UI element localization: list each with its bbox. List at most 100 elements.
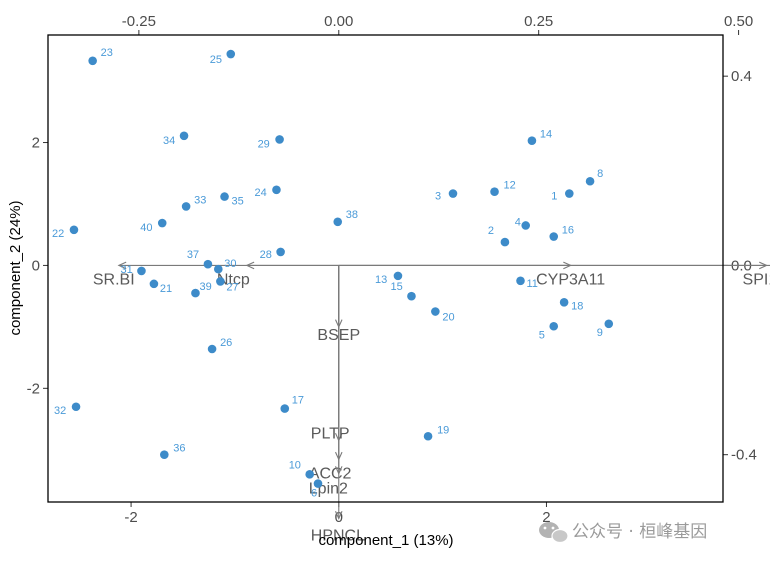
- axis-layer: -202-202-0.50-0.250.000.250.500.40.0-0.4: [27, 13, 757, 526]
- sample-point: [565, 189, 574, 198]
- sample-point: [585, 176, 595, 186]
- sample-label: 29: [258, 138, 270, 150]
- sample-point: [313, 479, 323, 488]
- sample-label: 2: [488, 225, 494, 237]
- loading-vector: PMDCI: [338, 264, 770, 266]
- sample-point: [393, 271, 403, 281]
- sample-point: [333, 217, 343, 227]
- sample-label: 28: [260, 249, 272, 261]
- vector-arrowhead: [335, 511, 343, 520]
- sample-label: 8: [597, 168, 603, 180]
- sample-point: [490, 187, 499, 196]
- sample-point: [149, 279, 159, 289]
- sample-point: [500, 237, 510, 247]
- sample-label: 27: [226, 281, 238, 293]
- sample-label: 36: [173, 443, 185, 455]
- sample-point: [275, 135, 284, 144]
- sample-label: 32: [54, 405, 66, 417]
- vector-arrowhead: [117, 261, 127, 270]
- sample-points: [69, 49, 614, 488]
- x-tick-label: 2: [542, 509, 550, 526]
- sample-label: 20: [442, 312, 454, 324]
- sample-point: [549, 321, 559, 331]
- vector-label: PLTP: [311, 425, 350, 442]
- sample-label: 38: [346, 209, 358, 221]
- y-tick-label: 0: [32, 257, 40, 274]
- sample-label: 26: [220, 337, 232, 349]
- sample-label: 17: [292, 395, 304, 407]
- sample-label: 35: [232, 196, 244, 208]
- sample-point: [160, 450, 169, 459]
- sample-label: 14: [540, 129, 552, 141]
- sample-point: [448, 189, 458, 198]
- sample-label: 21: [160, 283, 172, 295]
- sample-label: 30: [224, 258, 236, 270]
- sample-label: 23: [101, 47, 113, 59]
- sample-point: [516, 276, 525, 286]
- sample-label: 18: [571, 300, 583, 312]
- watermark: 公众号 · 桓峰基因: [539, 522, 707, 544]
- sample-label: 10: [289, 459, 301, 471]
- loading-vector: Ntcp: [217, 261, 339, 288]
- x-axis-title: component_1 (13%): [318, 532, 453, 549]
- sample-point: [527, 136, 537, 145]
- sample-label: 24: [254, 187, 266, 199]
- sample-point: [423, 431, 433, 441]
- sample-point: [207, 344, 217, 354]
- right-tick-label: -0.4: [731, 447, 757, 464]
- sample-point: [407, 291, 416, 301]
- sample-label: 9: [597, 327, 603, 339]
- top-tick-label: 0.25: [524, 13, 553, 30]
- sample-point: [280, 404, 290, 413]
- sample-label: 5: [539, 329, 545, 341]
- sample-label: 33: [194, 194, 206, 206]
- vector-label: Ntcp: [217, 271, 250, 288]
- sample-point: [157, 218, 167, 228]
- sample-label: 6: [311, 488, 317, 500]
- vector-label: HPNCL: [311, 528, 365, 545]
- sample-point: [137, 266, 146, 276]
- sample-label: 15: [390, 281, 402, 293]
- sample-point: [88, 56, 97, 66]
- sample-label: 1: [551, 191, 557, 203]
- y-tick-label: -2: [27, 380, 40, 397]
- sample-point: [216, 277, 225, 286]
- sample-label: 3: [435, 191, 441, 203]
- vector-arrowhead: [245, 261, 255, 270]
- vector-label: SR.BI: [93, 271, 135, 288]
- sample-point: [191, 288, 200, 298]
- top-tick-label: 0.00: [324, 13, 353, 30]
- sample-label: 11: [527, 278, 538, 290]
- sample-point: [220, 192, 229, 201]
- y-tick-label: 2: [32, 135, 40, 152]
- plot-panel-border: [47, 34, 724, 503]
- sample-label: 22: [52, 228, 64, 240]
- sample-point: [203, 259, 213, 269]
- sample-label: 12: [504, 180, 516, 192]
- loading-vector: HPNCL: [311, 265, 365, 545]
- sample-point: [71, 402, 81, 412]
- vector-label: SPI1.1: [743, 271, 770, 288]
- sample-label: 39: [199, 281, 211, 293]
- sample-label: 25: [210, 54, 222, 66]
- y-axis-title: component_2 (24%): [7, 200, 24, 335]
- x-tick-label: -2: [124, 509, 137, 526]
- sample-labels: 1234568910111213141516171819202122232425…: [52, 47, 603, 500]
- sample-label: 13: [375, 274, 387, 286]
- sample-point: [305, 470, 314, 479]
- sample-point: [604, 319, 614, 329]
- sample-point: [69, 225, 79, 235]
- sample-label: 16: [562, 225, 574, 237]
- sample-label: 4: [515, 216, 521, 228]
- sample-point: [559, 297, 569, 307]
- sample-label: 19: [437, 424, 449, 436]
- watermark-text: 公众号 · 桓峰基因: [572, 522, 707, 542]
- sample-point: [181, 202, 191, 211]
- vector-label: CYP3A11: [536, 271, 605, 288]
- sample-point: [272, 185, 281, 195]
- sample-label: 37: [187, 249, 199, 261]
- sample-point: [226, 49, 236, 59]
- sample-point: [549, 232, 559, 241]
